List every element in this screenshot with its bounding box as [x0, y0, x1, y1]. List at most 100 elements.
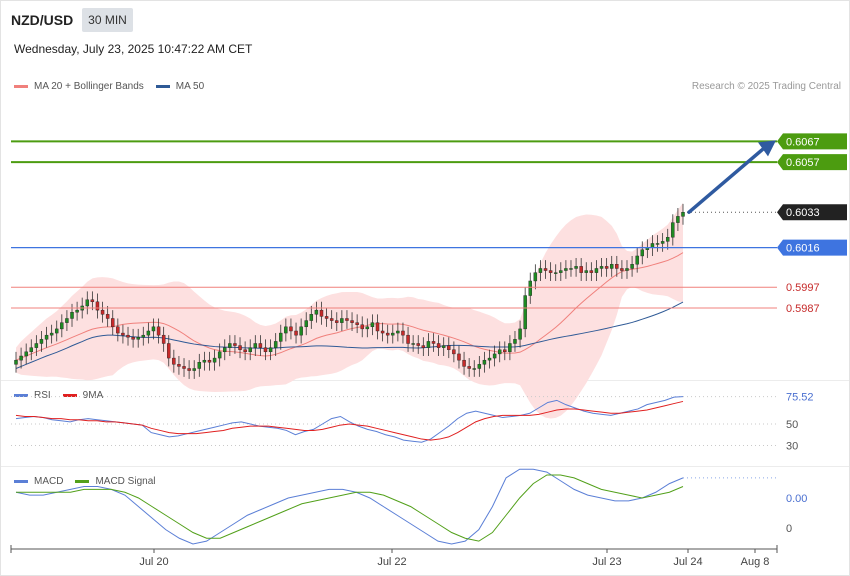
level-tag-target — [777, 154, 847, 171]
bollinger-band — [16, 202, 683, 419]
macd-series-line — [16, 474, 684, 542]
candle-body — [472, 368, 476, 370]
candle-body — [548, 270, 553, 273]
candle-body — [609, 264, 614, 269]
candle-body — [299, 326, 303, 336]
candle-body — [497, 349, 502, 355]
candle-body — [228, 343, 232, 348]
ma50-swatch — [155, 85, 170, 88]
candle-body — [197, 362, 202, 369]
macd-tick-label: 0.00 — [786, 493, 807, 505]
candle-body — [319, 309, 324, 317]
candle-body — [650, 243, 655, 248]
candle-body — [217, 351, 222, 359]
rsi-series-line — [15, 400, 684, 441]
candle-body — [426, 341, 431, 348]
candle-body — [126, 334, 130, 338]
rsi-tick-label: 75.52 — [786, 392, 814, 404]
candle-body — [202, 359, 207, 363]
candle-body — [340, 318, 344, 323]
candle-body — [187, 368, 191, 371]
candle-body — [304, 320, 308, 328]
candle-body — [156, 326, 161, 336]
candle-body — [345, 318, 349, 321]
candle-body — [574, 266, 578, 269]
candle-body — [136, 337, 140, 340]
candle-body — [141, 334, 146, 338]
ma50-legend-label: MA 50 — [175, 81, 205, 92]
candle-body — [543, 268, 548, 271]
candle-body — [447, 345, 451, 350]
candle-body — [528, 280, 532, 296]
candle-body — [467, 366, 471, 369]
candle-body — [263, 347, 268, 353]
candle-body — [248, 347, 252, 353]
candle-body — [289, 326, 293, 332]
level-tag-last — [777, 204, 847, 221]
candle-body — [39, 339, 44, 344]
candle-body — [462, 359, 466, 367]
candle-body — [212, 357, 217, 363]
candle-body — [60, 322, 64, 330]
candle-body — [192, 368, 196, 371]
research-credit: Research © 2025 Trading Central — [691, 81, 841, 92]
rsi-legend: RSI 9MA — [14, 390, 103, 401]
timeframe-badge[interactable]: 30 MIN — [82, 8, 133, 32]
candle-body — [640, 249, 644, 257]
candle-body — [396, 330, 400, 334]
candle-body — [589, 270, 594, 273]
candle-body — [350, 320, 354, 323]
candle-body — [630, 264, 634, 269]
ma20-legend-label: MA 20 + Bollinger Bands — [34, 81, 144, 92]
candle-body — [431, 341, 436, 344]
candle-body — [279, 332, 283, 342]
candle-body — [436, 343, 441, 348]
level-label-last: 0.6033 — [786, 207, 820, 219]
candle-body — [660, 241, 665, 244]
candle-body — [161, 334, 166, 344]
candle-body — [167, 343, 171, 359]
candle-body — [309, 314, 314, 321]
rsi-tick-label: 50 — [786, 419, 798, 431]
candle-body — [508, 343, 512, 353]
candle-body — [360, 324, 364, 330]
candle-body — [233, 343, 237, 346]
candle-body — [121, 332, 125, 336]
candle-body — [65, 318, 69, 323]
candle-body — [314, 309, 319, 315]
candle-body — [329, 318, 334, 321]
time-axis-label: Jul 23 — [592, 556, 621, 568]
candle-body — [487, 357, 492, 361]
level-label-pivot: 0.6016 — [786, 243, 820, 255]
candle-body — [34, 343, 39, 348]
candle-body — [391, 332, 395, 336]
candle-body — [518, 328, 522, 340]
candle-body — [370, 322, 375, 328]
candle-body — [111, 318, 115, 328]
candle-body — [380, 330, 385, 334]
candle-body — [411, 343, 415, 345]
candle-body — [416, 343, 420, 346]
candle-body — [116, 326, 120, 334]
candle-body — [615, 264, 619, 269]
candle-body — [406, 334, 410, 344]
candle-body — [146, 330, 151, 336]
candle-body — [385, 332, 390, 336]
candle-body — [90, 299, 95, 303]
candle-body — [253, 343, 258, 348]
candle-body — [533, 272, 538, 282]
candle-body — [95, 301, 100, 311]
rsi-ma-swatch — [62, 394, 77, 397]
candle-body — [131, 337, 135, 340]
candle-body — [635, 255, 639, 265]
macd-signal-legend-label: MACD Signal — [95, 476, 156, 487]
rsi-series-line — [15, 396, 684, 443]
rsi-legend-label: RSI — [34, 390, 51, 401]
candle-body — [579, 266, 583, 273]
ma20-swatch — [14, 85, 28, 88]
candle-body — [655, 243, 660, 245]
candle-body — [324, 316, 329, 319]
candle-body — [564, 268, 568, 271]
candle-body — [523, 295, 527, 330]
